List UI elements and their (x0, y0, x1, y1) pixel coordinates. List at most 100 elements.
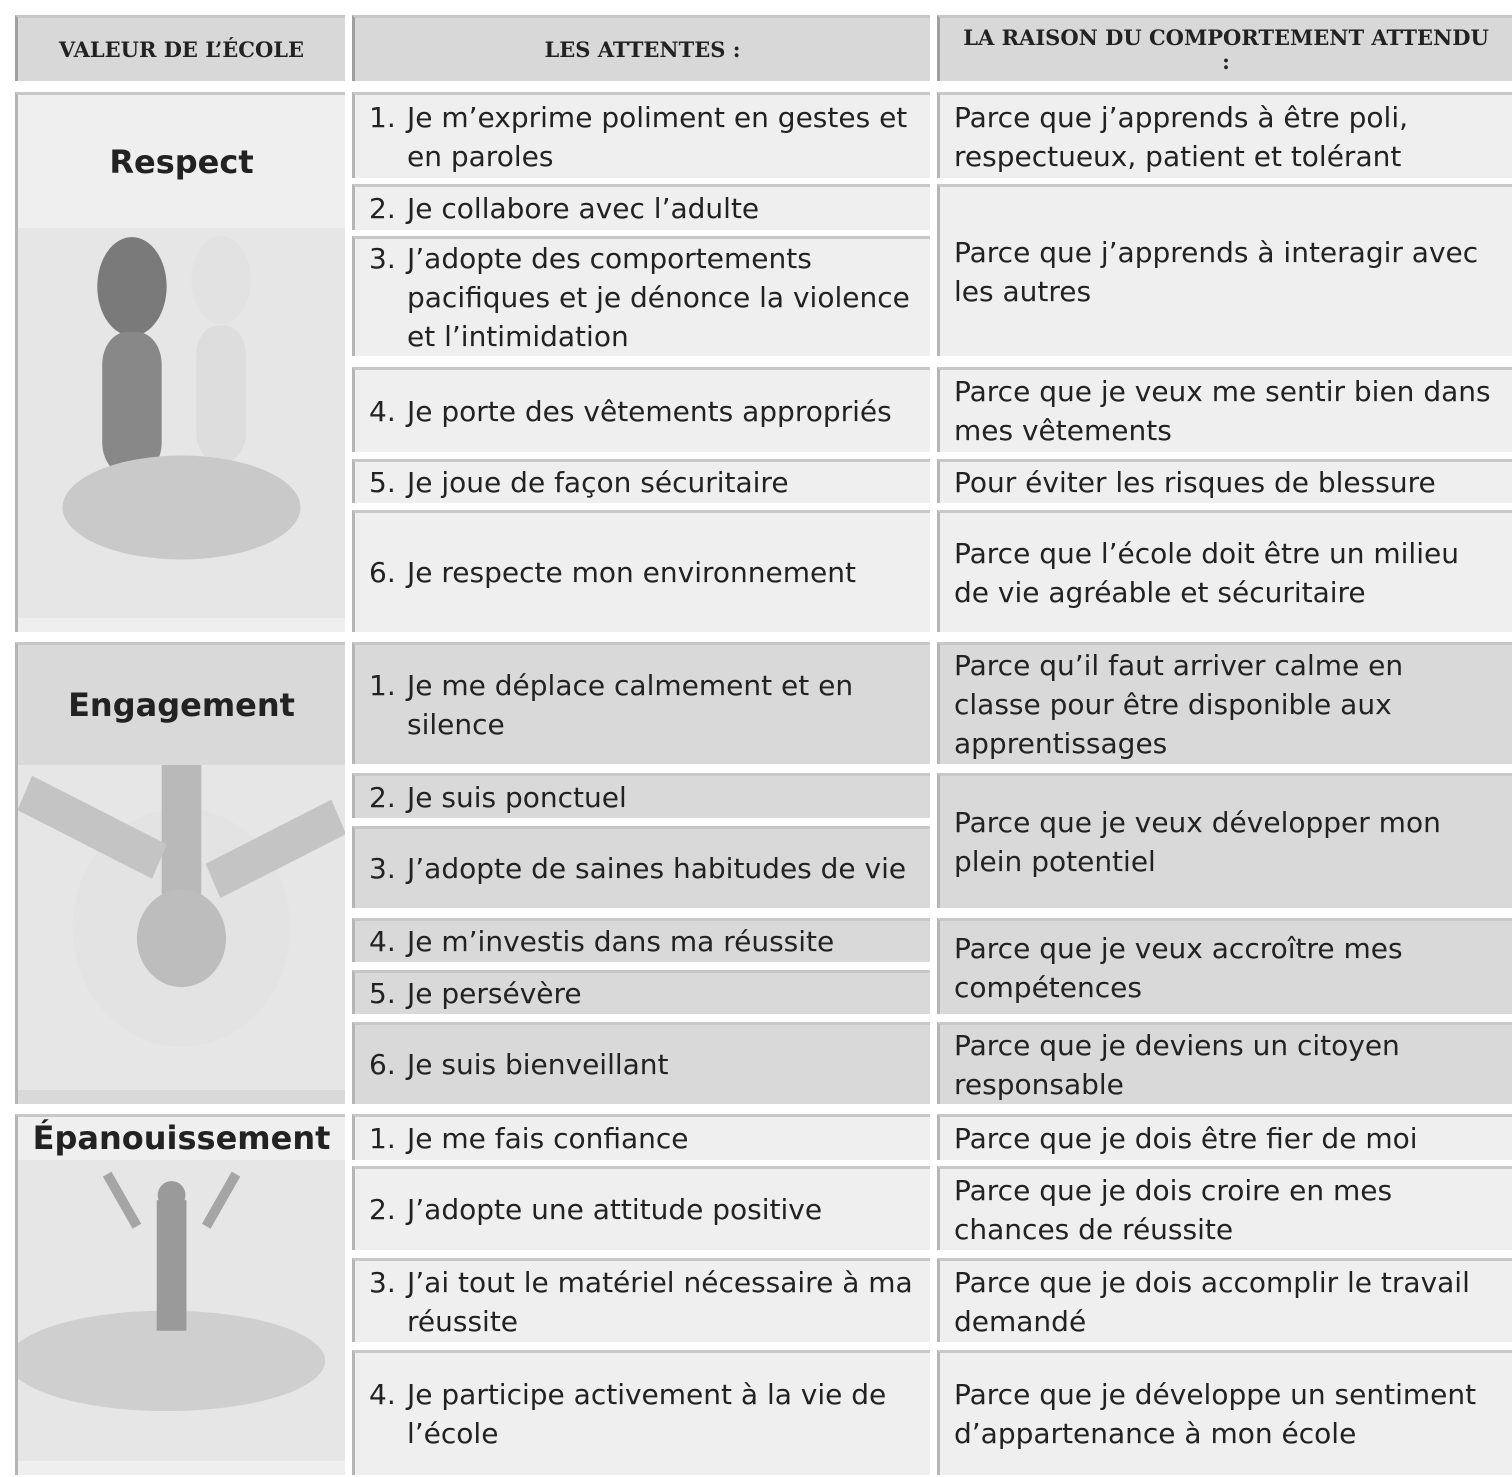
header-text: LA RAISON DU COMPORTEMENT ATTENDU : (963, 24, 1489, 74)
reason-cell: Pour éviter les risques de blessure (937, 459, 1512, 503)
expectation-number: 1. (369, 1122, 396, 1155)
expectation-cell: 6. Je respecte mon environnement (352, 510, 930, 632)
expectation-number: 4. (369, 394, 396, 428)
expectation-cell: 5. Je joue de façon sécuritaire (352, 459, 930, 503)
illustration-shape (191, 235, 251, 325)
expectation-cell: 4. Je porte des vêtements appropriés (352, 367, 930, 452)
illustration-shape (136, 889, 227, 988)
expectation-number: 2. (369, 192, 396, 225)
expectation-number: 6. (369, 1048, 396, 1081)
expectation-cell: 1. Je me déplace calmement et en silence (352, 642, 930, 764)
expectation: 1. Je m’exprime poliment en gestes et en … (369, 98, 916, 176)
illustration-shape (17, 775, 167, 879)
expectation-cell: 2. Je collabore avec l’adulte (352, 184, 930, 230)
expectation: 6. Je respecte mon environnement (369, 553, 856, 592)
value-image (8, 1159, 345, 1461)
reason-text: Parce que j’apprends à être poli, respec… (954, 100, 1409, 173)
reason-cell: Parce que j’apprends à être poli, respec… (937, 92, 1512, 178)
illustration (17, 765, 347, 1047)
expectation-number: 3. (369, 242, 396, 275)
expectation: 6. Je suis bienveillant (369, 1045, 669, 1084)
expectation-text: Je m’investis dans ma réussite (407, 925, 835, 958)
illustration-shape (8, 1310, 326, 1411)
header-text: VALEUR DE L’ÉCOLE (58, 36, 305, 62)
expectation-text: J’adopte des comportements pacifiques et… (407, 242, 910, 353)
expectation-text: Je porte des vêtements appropriés (407, 394, 892, 428)
header-cell: LES ATTENTES : (352, 15, 930, 81)
expectation-cell: 3. J’adopte de saines habitudes de vie (352, 826, 930, 908)
reason-text: Parce que je dois croire en mes chances … (954, 1173, 1393, 1246)
expectation-number: 6. (369, 556, 396, 589)
reason-text: Pour éviter les risques de blessure (954, 466, 1436, 499)
expectation: 4. Je m’investis dans ma réussite (369, 922, 834, 961)
expectation-cell: 6. Je suis bienveillant (352, 1022, 930, 1104)
expectation-text: J’adopte de saines habitudes de vie (407, 852, 907, 885)
value-image (18, 228, 345, 618)
expectation-cell: 5. Je persévère (352, 970, 930, 1014)
reason-text: Parce qu’il faut arriver calme en classe… (954, 649, 1404, 760)
expectation: 3. J’ai tout le matériel nécessaire à ma … (369, 1263, 916, 1341)
expectation-text: Je participe activement à la vie de l’éc… (407, 1378, 887, 1450)
value-cell: Engagement (15, 642, 347, 1104)
value-image (17, 765, 347, 1090)
illustration-shape (102, 332, 162, 475)
reason-cell: Parce qu’il faut arriver calme en classe… (937, 642, 1512, 764)
expectation: 5. Je joue de façon sécuritaire (369, 463, 789, 502)
reason-text: Parce que je deviens un citoyen responsa… (954, 1028, 1400, 1101)
expectation-cell: 3. J’ai tout le matériel nécessaire à ma … (352, 1258, 930, 1342)
expectation-number: 3. (369, 852, 396, 885)
reason-cell: Parce que je veux me sentir bien dans me… (937, 367, 1512, 452)
reason-cell: Parce que l’école doit être un milieu de… (937, 510, 1512, 632)
header-cell: LA RAISON DU COMPORTEMENT ATTENDU : (937, 15, 1512, 81)
expectation-text: Je persévère (407, 977, 582, 1010)
expectation-number: 4. (369, 925, 396, 958)
illustration-shape (157, 1180, 186, 1209)
value-cell: Respect (15, 92, 345, 632)
expectation: 4. Je porte des vêtements appropriés (369, 392, 892, 431)
expectation: 5. Je persévère (369, 974, 582, 1013)
reason-text: Parce que je veux développer mon plein p… (954, 806, 1441, 878)
expectation-cell: 1. Je me fais confiance (352, 1114, 930, 1160)
value-label: Respect (109, 142, 254, 181)
expectation-number: 1. (369, 668, 396, 702)
reason-cell: Parce que je dois être fier de moi (937, 1114, 1512, 1160)
expectation-number: 5. (369, 466, 396, 499)
illustration-shape (196, 325, 246, 462)
illustration (8, 1171, 326, 1411)
expectation-cell: 3. J’adopte des comportements pacifiques … (352, 236, 930, 356)
expectation: 3. J’adopte de saines habitudes de vie (369, 849, 906, 888)
expectation-cell: 4. Je m’investis dans ma réussite (352, 918, 930, 962)
expectation: 4. Je participe activement à la vie de l’… (369, 1375, 916, 1453)
reason-cell: Parce que je dois accomplir le travail d… (937, 1258, 1512, 1342)
expectation-cell: 1. Je m’exprime poliment en gestes et en … (352, 92, 930, 178)
illustration-shape (156, 1199, 187, 1331)
expectation-text: Je joue de façon sécuritaire (407, 466, 789, 499)
reason-text: Parce que j’apprends à interagir avec le… (954, 235, 1479, 308)
expectation-cell: 2. Je suis ponctuel (352, 773, 930, 818)
reason-text: Parce que je veux me sentir bien dans me… (954, 375, 1491, 447)
header-text: LES ATTENTES : (544, 36, 741, 62)
illustration-shape (102, 1171, 142, 1229)
expectation-cell: 2. J’adopte une attitude positive (352, 1166, 930, 1250)
expectation-text: Je suis ponctuel (407, 780, 627, 814)
reason-text: Parce que je veux accroître mes compéten… (954, 931, 1403, 1004)
expectation-text: J’adopte une attitude positive (407, 1193, 823, 1226)
reason-cell: Parce que je dois croire en mes chances … (937, 1166, 1512, 1250)
value-label: Épanouissement (32, 1119, 331, 1158)
expectation: 1. Je me déplace calmement et en silence (369, 666, 916, 744)
reason-text: Parce que l’école doit être un milieu de… (954, 536, 1459, 609)
expectation-text: Je m’exprime poliment en gestes et en pa… (407, 100, 908, 173)
reason-text: Parce que je dois accomplir le travail d… (954, 1265, 1470, 1338)
expectation-number: 2. (369, 780, 396, 814)
illustration-shape (205, 799, 347, 899)
reason-text: Parce que je dois être fier de moi (954, 1122, 1418, 1155)
expectation-text: Je suis bienveillant (407, 1048, 669, 1081)
expectation-text: Je me fais confiance (407, 1122, 689, 1155)
expectation-text: Je respecte mon environnement (407, 556, 856, 589)
reason-cell: Parce que j’apprends à interagir avec le… (937, 184, 1512, 356)
expectation: 3. J’adopte des comportements pacifiques … (369, 239, 916, 356)
expectation-number: 4. (369, 1378, 396, 1411)
illustration-shape (201, 1171, 241, 1229)
expectation-text: Je collabore avec l’adulte (407, 192, 760, 225)
